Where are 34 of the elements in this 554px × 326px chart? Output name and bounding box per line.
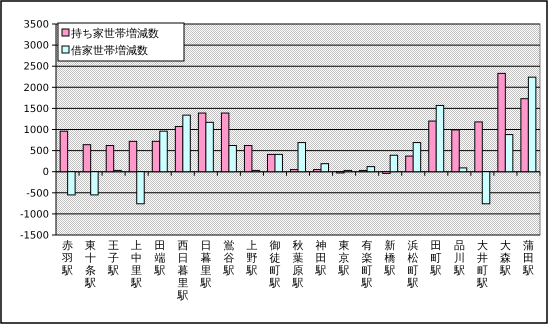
x-tick-label: 東十条駅 <box>84 239 96 290</box>
y-tick-label: 1000 <box>24 125 49 136</box>
x-tick-label: 御徒町駅 <box>268 239 280 290</box>
x-tick-label: 有楽町駅 <box>360 239 373 290</box>
x-tick-label: 日暮里駅 <box>199 239 212 290</box>
x-tick-label: 田町駅 <box>430 239 442 277</box>
y-tick-label: 0 <box>42 167 49 178</box>
y-tick-label: 2500 <box>24 62 49 73</box>
y-tick-label: -1000 <box>20 209 49 220</box>
x-tick-label: 大井町駅 <box>476 239 488 290</box>
x-tick-label: 大森駅 <box>498 239 511 277</box>
x-tick-label: 東京駅 <box>338 239 350 277</box>
x-tick-label: 田端駅 <box>153 239 166 277</box>
x-tick-label: 赤羽駅 <box>61 239 74 277</box>
legend-label: 持ち家世帯増減数 <box>71 26 159 40</box>
x-tick-label: 秋葉原駅 <box>292 239 304 290</box>
x-tick-label: 王子駅 <box>107 239 120 277</box>
legend-label: 借家世帯増減数 <box>71 44 148 57</box>
y-tick-label: 2000 <box>24 82 49 94</box>
x-tick-label: 品川駅 <box>452 239 465 277</box>
x-tick-label: 鴬谷駅 <box>222 239 234 277</box>
y-tick-label: 500 <box>30 146 49 158</box>
y-tick-label: -1500 <box>20 230 49 242</box>
y-tick-label: -500 <box>26 188 49 200</box>
x-tick-label: 新橋駅 <box>384 239 396 277</box>
y-tick-label: 3500 <box>24 20 49 30</box>
y-tick-label: 3000 <box>24 40 49 52</box>
y-tick-label: 1500 <box>24 104 49 115</box>
x-tick-label: 上野駅 <box>245 239 258 277</box>
x-tick-label: 西日暮里駅 <box>176 239 188 302</box>
x-tick-label: 上中里駅 <box>130 239 142 290</box>
x-tick-label: 蒲田駅 <box>522 239 534 277</box>
x-tick-label: 神田駅 <box>314 239 327 277</box>
x-tick-label: 浜松町駅 <box>406 239 419 290</box>
